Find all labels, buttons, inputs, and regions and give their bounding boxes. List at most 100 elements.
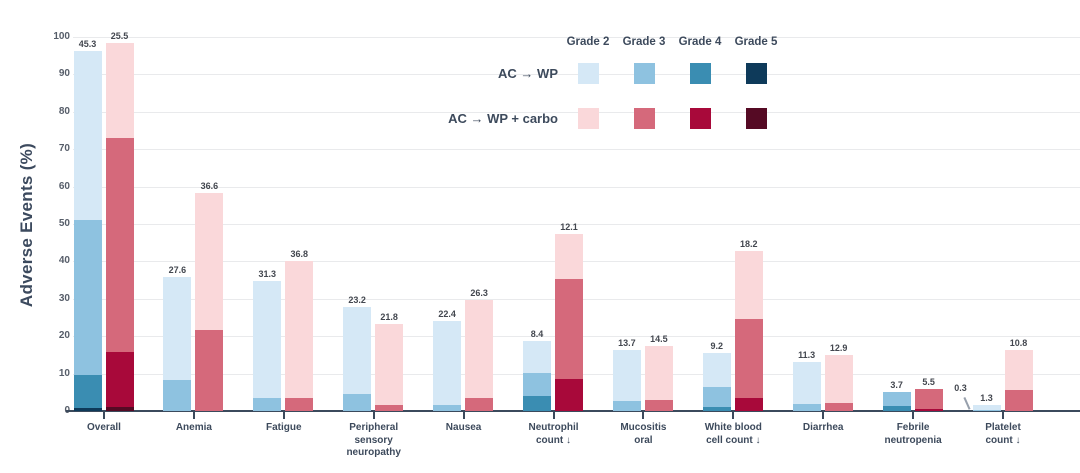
- bar-segment-grade3: [734, 319, 763, 399]
- category-label: Fatigue: [266, 422, 302, 433]
- bar-segment-grade4: [555, 378, 583, 411]
- bar-value-label: 13.7: [618, 338, 636, 348]
- legend-swatch-grade2: [577, 108, 599, 129]
- bar-segment-grade5: [73, 408, 102, 411]
- x-axis-tick: [642, 412, 645, 419]
- category-label: Febrile neutropenia: [884, 422, 942, 446]
- bar-segment-grade3: [882, 392, 911, 407]
- x-axis-tick: [822, 412, 825, 419]
- legend-arm-label: AC → WP + carbo: [448, 111, 558, 126]
- bar-segment-grade3: [163, 380, 192, 411]
- bar-value-label: 0.3: [954, 383, 967, 393]
- bar-segment-grade3: [285, 398, 314, 411]
- legend-grade-label: Grade 4: [678, 36, 722, 48]
- bar-segment-grade3: [105, 138, 134, 352]
- bar-segment-grade2: [702, 352, 731, 388]
- bar-segment-grade2: [105, 43, 134, 139]
- bar-segment-grade2: [824, 354, 853, 404]
- bar-segment-grade3: [972, 409, 1001, 411]
- bar-value-label: 45.3: [78, 38, 97, 49]
- bar-segment-grade2: [73, 50, 102, 221]
- x-axis-tick: [192, 412, 195, 419]
- x-axis-tick: [372, 412, 375, 419]
- category-label: White blood cell count ↓: [704, 422, 762, 446]
- y-axis-tick-label: 50: [58, 218, 70, 229]
- bar-segment-grade4: [523, 396, 551, 411]
- y-axis-tick-label: 90: [58, 68, 70, 80]
- y-axis-tick-label: 60: [58, 180, 70, 192]
- category-label: Anemia: [175, 422, 212, 433]
- bar-value-label: 12.1: [560, 221, 578, 232]
- chart-legend: Grade 2 Grade 3 Grade 4 Grade 5 AC → WP AC → …: [0, 0, 1080, 140]
- bar-segment-grade5: [105, 406, 134, 411]
- x-axis-tick: [912, 412, 915, 419]
- bar-value-label: 5.5: [922, 376, 935, 387]
- bar-segment-grade3: [375, 405, 404, 411]
- bar-segment-grade2: [1004, 350, 1033, 391]
- x-axis-tick: [732, 412, 735, 419]
- bar-value-label: 3.7: [890, 380, 903, 391]
- bar-value-label: 1.3: [980, 393, 993, 403]
- x-axis-tick: [282, 412, 285, 419]
- bar-segment-grade2: [163, 277, 192, 381]
- y-axis-tick-label: 20: [58, 330, 70, 342]
- bar-segment-grade2: [972, 405, 1001, 410]
- bar-segment-grade3: [73, 220, 102, 375]
- gridline: [73, 111, 1080, 113]
- bar-segment-grade3: [253, 398, 282, 411]
- bar-segment-grade4: [702, 406, 731, 411]
- bar-value-label: 25.5: [110, 31, 129, 41]
- bar-value-label: 23.2: [348, 295, 366, 306]
- bar-value-label: 11.3: [798, 350, 816, 360]
- category-label: Neutrophil count ↓: [528, 422, 579, 446]
- legend-grade-label: Grade 3: [622, 36, 666, 48]
- gridline: [73, 186, 1080, 188]
- category-label: Mucositis oral: [620, 422, 667, 446]
- bar-segment-grade2: [792, 362, 821, 405]
- y-axis-tick-label: 10: [58, 367, 70, 379]
- bar-segment-grade4: [882, 406, 911, 411]
- bar-segment-grade3: [612, 401, 641, 411]
- y-axis-tick-label: 70: [58, 143, 70, 155]
- bar-segment-grade4: [914, 409, 943, 411]
- bar-segment-grade3: [644, 400, 673, 411]
- legend-swatch-grade5: [745, 63, 767, 84]
- bar-segment-grade3: [433, 405, 462, 411]
- bar-segment-grade4: [73, 374, 102, 408]
- category-label: Diarrhea: [802, 422, 844, 433]
- gridline: [73, 224, 1080, 225]
- y-axis-tick-label: 40: [58, 255, 70, 267]
- x-axis-tick: [462, 412, 465, 419]
- legend-swatch-grade4: [689, 63, 711, 84]
- gridline: [73, 149, 1080, 151]
- bar-value-label: 21.8: [380, 311, 398, 322]
- bar-value-label: 36.6: [200, 181, 219, 192]
- bar-segment-grade2: [644, 345, 673, 401]
- y-axis-tick-label: 30: [58, 292, 70, 304]
- bar-segment-grade2: [465, 299, 494, 399]
- bar-segment-grade2: [433, 321, 462, 405]
- category-label: Platelet count ↓: [985, 422, 1021, 446]
- bar-value-label: 10.8: [1009, 338, 1028, 348]
- bar-segment-grade3: [523, 372, 551, 397]
- legend-arm-label: AC → WP: [498, 66, 558, 81]
- bar-segment-grade3: [824, 403, 853, 411]
- x-axis-tick: [1002, 412, 1004, 419]
- x-axis-tick: [103, 412, 105, 419]
- bar-value-label: 18.2: [740, 239, 758, 250]
- bar-value-label: 14.5: [650, 333, 668, 344]
- bar-segment-grade2: [285, 260, 314, 399]
- bar-segment-grade3: [702, 387, 731, 407]
- legend-grade-label: Grade 2: [566, 36, 610, 48]
- bar-segment-grade2: [195, 193, 224, 331]
- bar-segment-grade4: [105, 351, 134, 407]
- legend-swatch-grade3: [633, 108, 655, 129]
- gridline: [73, 37, 1080, 38]
- bar-segment-grade2: [253, 281, 282, 399]
- bar-value-label: 36.8: [290, 248, 309, 259]
- legend-swatch-grade3: [633, 63, 655, 84]
- bar-value-label: 8.4: [530, 329, 544, 340]
- bar-segment-grade2: [375, 323, 404, 405]
- bar-value-label: 31.3: [258, 269, 277, 280]
- y-axis-tick-label: 0: [28, 405, 70, 417]
